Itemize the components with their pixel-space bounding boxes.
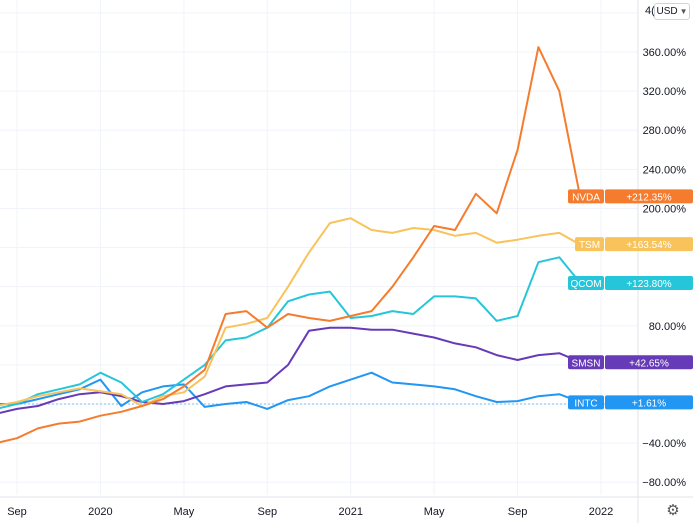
series-line-intc bbox=[0, 371, 602, 410]
y-tick-label: 280.00% bbox=[643, 125, 687, 137]
badge-name: INTC bbox=[574, 398, 597, 409]
badge-name-bg bbox=[568, 355, 604, 370]
gear-icon[interactable]: ⚙ bbox=[666, 502, 680, 519]
x-tick-label: Sep bbox=[7, 506, 27, 518]
badge-name-bg bbox=[575, 237, 604, 252]
series-value-badges: NVDA +212.35% TSM +163.54% QCOM +123.80% SMSN +… bbox=[568, 189, 693, 410]
series-line-tsm bbox=[0, 217, 602, 407]
y-axis-ticks: 360.00% 320.00% 280.00% 240.00% 200.00% 80.00… bbox=[642, 47, 686, 489]
y-axis-clipped-label: 4( bbox=[645, 5, 655, 17]
badge-name: SMSN bbox=[572, 358, 601, 369]
badge-value: +123.80% bbox=[626, 279, 671, 290]
badge-value: +163.54% bbox=[626, 240, 671, 251]
series-lines bbox=[0, 46, 602, 444]
badge-value-bg bbox=[605, 237, 693, 252]
x-tick-label: 2020 bbox=[88, 506, 112, 518]
badge-name-bg bbox=[568, 189, 604, 204]
badge-value-bg bbox=[605, 395, 693, 410]
badge-nvda: NVDA +212.35% bbox=[568, 189, 693, 204]
y-tick-label: 360.00% bbox=[643, 47, 687, 59]
series-line-smsn bbox=[0, 326, 602, 414]
series-line-qcom bbox=[0, 256, 602, 410]
badge-name: NVDA bbox=[572, 192, 600, 203]
y-tick-label: −80.00% bbox=[642, 477, 686, 489]
badge-value: +42.65% bbox=[629, 358, 669, 369]
currency-selector-button[interactable]: USD ▼ bbox=[654, 3, 690, 20]
y-tick-label: 240.00% bbox=[643, 164, 687, 176]
x-tick-label: Sep bbox=[257, 506, 277, 518]
x-tick-label: May bbox=[173, 506, 194, 518]
y-tick-label: −40.00% bbox=[642, 438, 686, 450]
x-axis-ticks: Sep 2020 May Sep 2021 May Sep 2022 bbox=[7, 506, 613, 518]
x-tick-label: 2021 bbox=[338, 506, 362, 518]
badge-tsm: TSM +163.54% bbox=[575, 237, 693, 252]
y-tick-label: 200.00% bbox=[643, 203, 687, 215]
badge-name-bg bbox=[568, 275, 604, 290]
y-tick-label: 80.00% bbox=[649, 321, 687, 333]
badge-intc: INTC +1.61% bbox=[568, 395, 693, 410]
badge-value: +1.61% bbox=[632, 398, 666, 409]
chevron-down-icon: ▼ bbox=[679, 7, 688, 16]
badge-qcom: QCOM +123.80% bbox=[568, 275, 693, 290]
badge-value-bg bbox=[605, 355, 693, 370]
badge-name-bg bbox=[568, 395, 604, 410]
badge-smsn: SMSN +42.65% bbox=[568, 355, 693, 370]
y-tick-label: 320.00% bbox=[643, 86, 687, 98]
badge-name: QCOM bbox=[570, 279, 601, 290]
currency-label: USD bbox=[656, 6, 678, 17]
x-tick-label: Sep bbox=[508, 506, 528, 518]
badge-value: +212.35% bbox=[626, 192, 671, 203]
badge-value-bg bbox=[605, 189, 693, 204]
x-tick-label: May bbox=[424, 506, 445, 518]
badge-name: TSM bbox=[579, 240, 600, 251]
x-tick-label: 2022 bbox=[589, 506, 613, 518]
badge-value-bg bbox=[605, 275, 693, 290]
series-line-nvda bbox=[0, 46, 602, 444]
